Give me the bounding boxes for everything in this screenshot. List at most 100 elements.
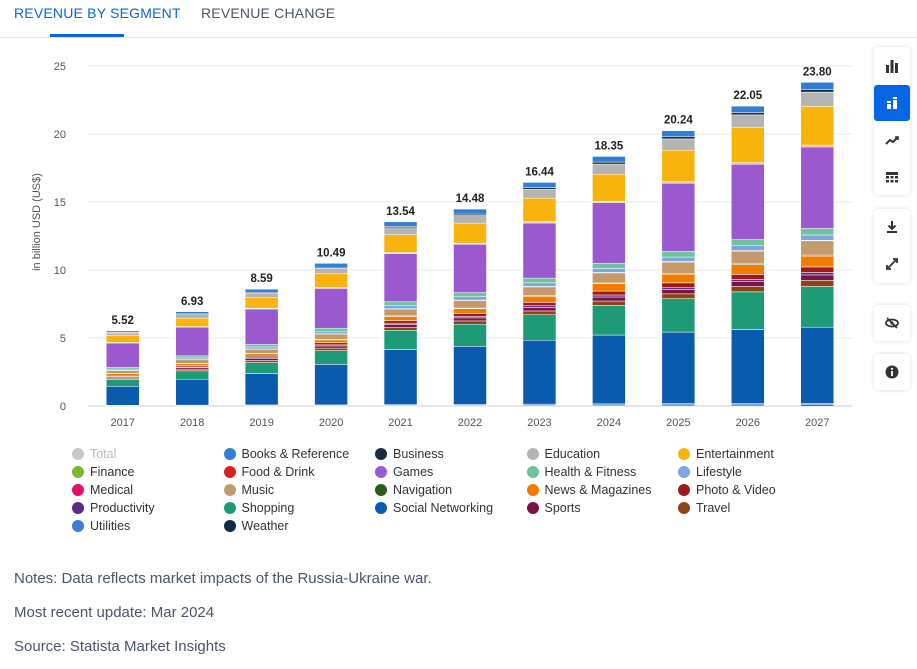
trend-line-button[interactable] [874, 122, 910, 158]
bar-segment [453, 323, 487, 347]
legend-item[interactable]: Health & Fitness [526, 465, 636, 479]
tab-revenue-by-segment[interactable]: REVENUE BY SEGMENT [14, 5, 181, 21]
bar-segment [661, 256, 696, 262]
bar-segment [592, 268, 626, 273]
legend-item[interactable]: Lifestyle [678, 465, 742, 479]
legend-item[interactable]: Business [375, 447, 444, 461]
bar-segment [314, 330, 348, 334]
legend-item[interactable]: Books & Reference [223, 447, 349, 461]
total-label: 10.49 [317, 247, 346, 259]
tab-revenue-change[interactable]: REVENUE CHANGE [201, 5, 336, 21]
legend-swatch [72, 466, 84, 478]
legend-label: Weather [241, 519, 289, 533]
legend-item[interactable]: Games [375, 465, 433, 479]
legend-item[interactable]: Education [526, 447, 600, 461]
legend-label: Medical [90, 483, 134, 497]
legend-label: Social Networking [393, 501, 494, 515]
legend-label: Entertainment [696, 447, 774, 461]
legend-item[interactable]: Total [72, 447, 116, 461]
bar-segment [522, 189, 557, 199]
bar-segment [244, 360, 279, 363]
bar-segment [453, 215, 487, 224]
source-text: Source: Statista Market Insights [14, 638, 226, 655]
legend-item[interactable]: Utilities [72, 519, 130, 533]
x-tick-label: 2024 [597, 417, 621, 429]
hide-button[interactable] [874, 305, 910, 341]
bar-segment [592, 161, 626, 165]
bar-segment [661, 136, 696, 140]
legend-item[interactable]: Weather [223, 519, 289, 533]
legend-label: Total [90, 447, 117, 461]
download-button[interactable] [874, 209, 910, 245]
fullscreen-button[interactable] [874, 246, 910, 282]
legend-item[interactable]: Music [223, 483, 274, 497]
bar-segment [383, 234, 418, 253]
bar-segment [453, 346, 487, 405]
bar-chart-button[interactable] [874, 48, 910, 84]
legend-label: Sports [544, 501, 581, 515]
bar-segment [314, 333, 348, 340]
bar-segment [800, 255, 835, 268]
bar-segment [105, 342, 140, 368]
bar-segment [592, 263, 626, 269]
legend-item[interactable]: Shopping [223, 501, 295, 515]
bar-segment [244, 349, 279, 354]
legend-label: Games [393, 465, 434, 479]
x-tick-label: 2023 [527, 417, 551, 429]
legend-item[interactable]: Productivity [72, 501, 155, 515]
bar-segment [175, 379, 209, 406]
legend-swatch [72, 484, 84, 496]
bar-segment [522, 277, 557, 284]
legend-swatch [375, 448, 387, 460]
legend-item[interactable]: Entertainment [678, 447, 774, 461]
bar-segment [244, 373, 279, 406]
bar-segment [800, 146, 835, 229]
legend-item[interactable]: Photo & Video [678, 483, 776, 497]
bar-segment [244, 353, 279, 357]
bar-segment [731, 127, 765, 163]
legend-item[interactable]: Medical [72, 483, 133, 497]
legend-item[interactable]: Finance [72, 465, 134, 479]
y-tick-label: 5 [60, 333, 66, 345]
legend-swatch [526, 448, 539, 460]
total-label: 13.54 [386, 206, 415, 218]
bar-segment [800, 286, 835, 328]
bar-segment [661, 293, 696, 299]
legend-item[interactable]: News & Magazines [526, 483, 652, 497]
bar-segment [731, 112, 765, 116]
legend-item[interactable]: Navigation [375, 483, 452, 497]
bar-segment [453, 317, 487, 322]
bar-segment [661, 150, 696, 182]
bar-segment [175, 357, 209, 360]
legend-item[interactable]: Travel [678, 501, 730, 515]
legend-label: Productivity [90, 501, 155, 515]
bar-segment [314, 263, 348, 268]
legend-label: Shopping [241, 501, 295, 515]
bar-segment [522, 305, 557, 308]
legend-label: Lifestyle [696, 465, 742, 479]
stacked-bar-button[interactable] [874, 85, 910, 121]
bar-segment [383, 308, 418, 317]
bar-segment [314, 364, 348, 406]
y-tick-label: 20 [54, 129, 66, 141]
legend-item[interactable]: Sports [526, 501, 581, 515]
bar-segment [731, 279, 765, 282]
bar-segment [731, 281, 765, 287]
table-view-button[interactable] [874, 159, 910, 195]
bar-segment [800, 89, 835, 93]
legend-swatch [223, 484, 236, 496]
bar-segment [522, 314, 557, 341]
legend-item[interactable]: Social Networking [375, 501, 493, 515]
bar-segment [661, 282, 696, 288]
total-label: 16.44 [525, 166, 554, 178]
bar-segment [453, 208, 487, 215]
bar-segment [522, 286, 557, 296]
x-tick-label: 2017 [110, 417, 134, 429]
legend-item[interactable]: Food & Drink [223, 465, 314, 479]
info-button[interactable] [874, 354, 910, 390]
legend-swatch [678, 448, 690, 460]
bar-segment [383, 221, 418, 227]
bar-segment [592, 272, 626, 284]
bar-segment [731, 291, 765, 330]
last-update-text: Most recent update: Mar 2024 [14, 604, 215, 621]
